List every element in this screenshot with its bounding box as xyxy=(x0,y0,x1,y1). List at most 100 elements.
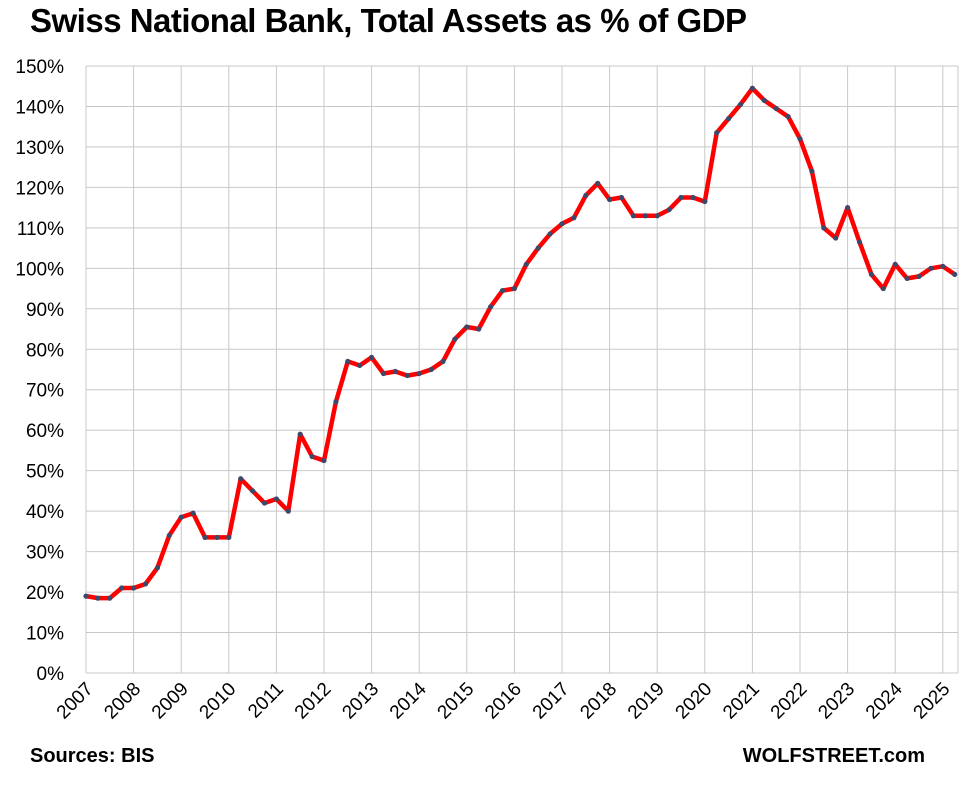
data-point xyxy=(797,136,803,142)
data-point xyxy=(214,534,220,541)
x-tick-label: 2018 xyxy=(576,679,621,724)
data-point xyxy=(392,368,398,375)
data-point xyxy=(178,514,184,520)
data-point xyxy=(630,213,637,219)
y-tick-label: 80% xyxy=(26,340,64,361)
data-point xyxy=(845,205,851,211)
data-point xyxy=(250,488,256,494)
data-point xyxy=(726,116,732,122)
data-point xyxy=(868,271,875,278)
data-point xyxy=(904,275,910,282)
data-point xyxy=(809,168,815,174)
data-point xyxy=(535,245,541,251)
data-point xyxy=(654,213,660,219)
x-tick-label: 2007 xyxy=(53,679,98,724)
y-tick-label: 10% xyxy=(26,624,64,645)
data-point xyxy=(737,101,744,108)
x-tick-label: 2017 xyxy=(529,679,574,724)
data-point xyxy=(357,362,363,369)
data-point xyxy=(333,399,339,405)
data-point xyxy=(547,231,553,237)
x-tick-label: 2014 xyxy=(386,678,431,723)
data-point xyxy=(238,476,244,482)
data-point xyxy=(749,85,756,91)
data-point xyxy=(95,595,101,601)
data-point xyxy=(761,97,767,103)
x-tick-label: 2023 xyxy=(814,679,859,724)
data-point xyxy=(345,358,351,365)
data-point xyxy=(119,585,125,591)
x-tick-label: 2009 xyxy=(148,679,193,724)
data-point xyxy=(464,324,470,330)
data-point xyxy=(690,194,696,201)
x-tick-label: 2016 xyxy=(481,679,526,724)
x-tick-label: 2010 xyxy=(196,679,241,724)
data-point xyxy=(642,213,648,219)
y-tick-label: 100% xyxy=(15,259,64,280)
data-point xyxy=(142,581,149,587)
data-point xyxy=(83,593,89,599)
brand-label: WOLFSTREET.com xyxy=(742,745,925,767)
data-point xyxy=(833,235,839,241)
data-point xyxy=(821,225,827,231)
data-point xyxy=(297,431,303,437)
data-point xyxy=(916,273,922,280)
data-point xyxy=(107,595,113,601)
data-point xyxy=(607,196,613,203)
data-point xyxy=(511,285,517,292)
data-point xyxy=(892,261,898,267)
data-point xyxy=(440,358,446,365)
data-point xyxy=(369,354,375,360)
data-point xyxy=(940,263,946,269)
data-point xyxy=(488,304,494,310)
y-tick-label: 130% xyxy=(15,138,64,159)
source-note: Sources: BIS xyxy=(30,745,155,767)
data-point xyxy=(190,510,196,516)
y-tick-label: 110% xyxy=(17,219,64,240)
data-point xyxy=(476,326,482,332)
data-point xyxy=(928,265,934,271)
data-point xyxy=(523,261,529,267)
data-point xyxy=(380,370,387,377)
data-point xyxy=(559,221,565,227)
y-tick-label: 60% xyxy=(26,421,64,442)
chart-title: Swiss National Bank, Total Assets as % o… xyxy=(30,2,747,39)
data-point xyxy=(952,271,958,278)
data-point xyxy=(166,532,172,539)
line-chart: 0% 10% 20% 30% 40% 50% 60% 70% 80% 90% 100% 110% 120… xyxy=(15,57,959,723)
data-point xyxy=(226,534,232,541)
x-tick-label: 2019 xyxy=(624,679,669,724)
x-tick-label: 2008 xyxy=(100,679,145,724)
grid-lines xyxy=(85,65,959,674)
x-axis-tick-labels: 2007 2008 2009 2010 2011 2012 2013 2014 2015 2016… xyxy=(53,678,955,723)
x-tick-label: 2021 xyxy=(719,679,764,724)
data-point xyxy=(309,453,315,460)
y-tick-label: 40% xyxy=(26,502,64,523)
y-tick-label: 30% xyxy=(26,543,64,564)
data-point xyxy=(416,370,422,377)
data-point xyxy=(131,585,137,591)
data-point xyxy=(499,287,506,294)
data-point xyxy=(595,180,601,186)
data-point xyxy=(404,372,410,379)
y-tick-label: 70% xyxy=(26,381,64,402)
data-point xyxy=(202,534,208,541)
data-point xyxy=(273,496,279,502)
data-point xyxy=(856,239,863,245)
data-point xyxy=(702,198,708,205)
y-tick-label: 50% xyxy=(26,462,64,483)
y-tick-label: 120% xyxy=(15,178,64,199)
series-layer xyxy=(83,85,958,601)
data-point xyxy=(583,192,589,199)
data-point xyxy=(773,105,779,112)
series-line xyxy=(83,86,957,601)
data-point xyxy=(880,285,886,292)
data-point xyxy=(154,565,160,571)
data-point xyxy=(428,366,434,373)
data-point xyxy=(714,130,720,136)
x-tick-label: 2011 xyxy=(244,679,288,723)
data-point xyxy=(785,113,791,120)
x-tick-label: 2020 xyxy=(672,679,717,724)
data-point xyxy=(678,194,684,201)
data-point xyxy=(321,457,327,464)
